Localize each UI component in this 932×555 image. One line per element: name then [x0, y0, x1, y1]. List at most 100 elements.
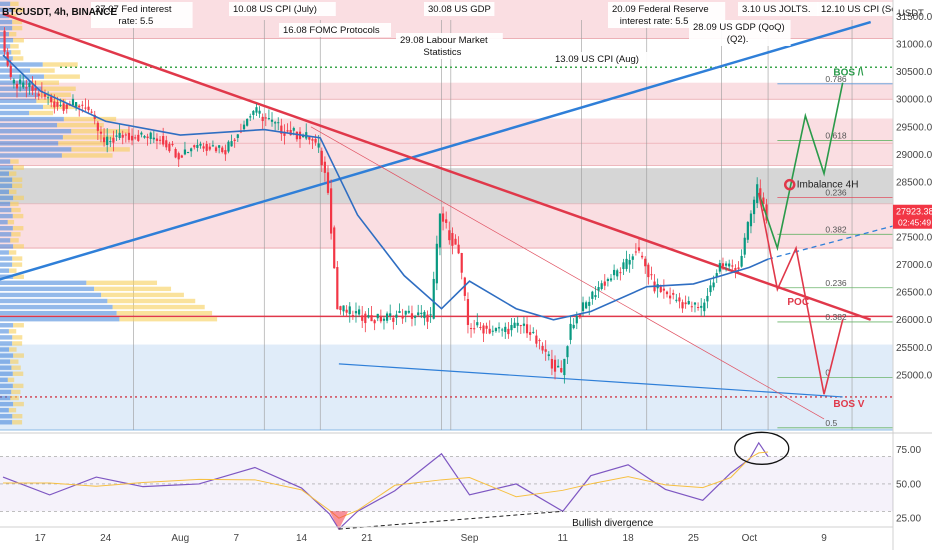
- volume-profile-bar: [0, 341, 13, 346]
- zone-1: [0, 82, 893, 100]
- magnet-icon: [783, 178, 796, 191]
- time-tick-3: 7: [233, 533, 239, 544]
- candle-body: [295, 131, 298, 140]
- candle-body: [668, 295, 672, 299]
- candle-body: [547, 354, 550, 357]
- divergence-label: Bullish divergence: [572, 518, 654, 529]
- event-label-8: 3.10 US JOLTS.: [742, 4, 810, 15]
- volume-profile-bar: [12, 341, 23, 346]
- volume-profile-bar: [38, 92, 71, 98]
- candle-body: [718, 263, 721, 272]
- candle-body: [385, 313, 389, 321]
- event-label-line2-6: interest rate: 5.5: [620, 16, 689, 27]
- candle-body: [737, 267, 740, 270]
- volume-profile-bar: [13, 274, 24, 279]
- fib-label-6: 0: [825, 368, 830, 378]
- candle-body: [597, 287, 600, 291]
- volume-profile-bar: [0, 256, 13, 261]
- candle-body: [479, 326, 482, 328]
- event-label-line2-7: (Q2).: [727, 34, 749, 45]
- candle-body: [289, 130, 292, 136]
- candle-body: [354, 311, 358, 314]
- volume-profile-bar: [0, 177, 13, 182]
- volume-profile-bar: [62, 135, 115, 140]
- event-label-bg-7: [689, 20, 791, 46]
- volume-profile-bar: [12, 25, 23, 31]
- volume-profile-bar: [58, 141, 106, 146]
- candle-body: [330, 188, 333, 234]
- volume-profile-bar: [42, 62, 78, 67]
- event-label-bg-8: [738, 2, 819, 16]
- volume-profile-bar: [0, 129, 72, 134]
- candle-body: [497, 327, 501, 329]
- candle-body: [410, 313, 414, 319]
- candle-body: [404, 310, 407, 315]
- candle-body: [662, 288, 665, 291]
- candle-body: [544, 349, 547, 352]
- candle-body: [591, 291, 594, 299]
- volume-profile-bar: [86, 280, 158, 286]
- candle-body: [277, 122, 280, 124]
- candle-body: [454, 238, 457, 245]
- candle-body: [208, 146, 211, 150]
- candle-body: [221, 147, 224, 153]
- volume-profile-bar: [30, 68, 55, 73]
- candle-body: [693, 302, 697, 305]
- candle-body: [367, 315, 370, 318]
- candle-body: [672, 293, 675, 295]
- volume-profile-bar: [0, 80, 33, 85]
- time-tick-9: 25: [688, 533, 700, 544]
- volume-profile-bar: [43, 74, 80, 79]
- event-label-bg-3: [424, 2, 495, 16]
- event-label-bg-0: [91, 2, 193, 28]
- candle-body: [326, 172, 330, 193]
- candle-body: [494, 328, 498, 332]
- candle-body: [127, 132, 131, 140]
- candle-body: [193, 145, 196, 148]
- candle-body: [364, 313, 367, 324]
- candle-body: [749, 213, 753, 227]
- candle-body: [96, 122, 99, 131]
- candle-body: [78, 105, 81, 108]
- fib-label-0: 0.786: [825, 74, 847, 84]
- currency-label[interactable]: USDT: [898, 8, 924, 19]
- candle-body: [715, 273, 718, 278]
- candle-body: [507, 328, 510, 335]
- event-label-7: 28.09 US GDP (QoQ): [693, 22, 785, 33]
- price-badge-value: 27923.38: [896, 207, 932, 217]
- candle-body: [102, 137, 106, 143]
- candle-body: [361, 315, 364, 321]
- volume-profile-bar: [10, 201, 19, 207]
- candle-body: [177, 153, 180, 160]
- volume-profile-bar: [12, 226, 24, 231]
- candle-body: [398, 311, 401, 313]
- oscillator-signal-line: [3, 451, 769, 519]
- candle-body: [302, 136, 305, 138]
- candle-body: [155, 138, 159, 141]
- candle-body: [525, 324, 529, 334]
- volume-profile-bar: [7, 219, 15, 225]
- candle-body: [345, 309, 348, 313]
- candle-body: [214, 147, 218, 152]
- zone-6: [0, 344, 893, 430]
- price-tick-1: 25500.00: [896, 343, 932, 354]
- candle-body: [106, 136, 109, 146]
- candle-body: [631, 256, 634, 260]
- candle-body: [603, 281, 606, 286]
- oscillator-line: [2, 441, 769, 531]
- candle-body: [759, 188, 762, 199]
- candle-body: [22, 82, 25, 88]
- candle-body: [522, 323, 526, 326]
- candle-body: [230, 141, 233, 147]
- candle-body: [491, 330, 494, 332]
- price-tick-2: 26000.00: [896, 315, 932, 326]
- candle-body: [43, 93, 47, 97]
- osc-tick-1: 50.00: [896, 479, 921, 490]
- price-badge: [893, 204, 932, 229]
- candle-body: [625, 258, 628, 269]
- volume-profile-bar: [9, 347, 17, 352]
- candle-body: [435, 243, 438, 284]
- candle-body: [572, 324, 575, 329]
- candle-body: [146, 136, 149, 139]
